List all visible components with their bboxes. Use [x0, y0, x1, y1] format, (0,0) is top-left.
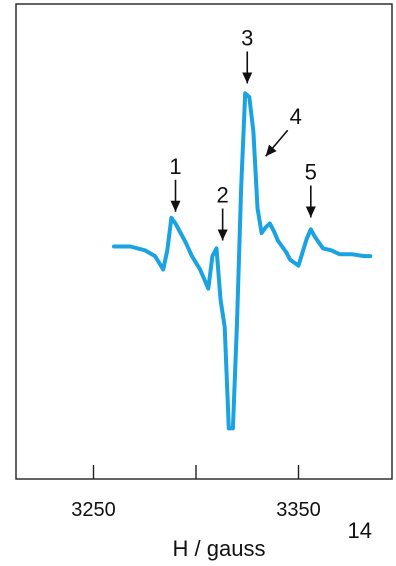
- peak-annotation: 1: [169, 154, 182, 212]
- peak-annotation: 5: [305, 160, 317, 218]
- peak-annotation: 3: [241, 25, 253, 84]
- peak-label: 2: [217, 183, 229, 208]
- annotation-arrow-head: [170, 200, 181, 212]
- annotation-arrow-head: [217, 229, 228, 241]
- peak-annotations: 1 2 3 4 5: [169, 25, 317, 241]
- x-tick-label: 3250: [71, 499, 116, 521]
- peak-label: 5: [305, 160, 317, 185]
- x-ticks: [92, 465, 300, 479]
- plot-frame: [15, 3, 393, 480]
- x-axis-title: H / gauss: [173, 536, 266, 561]
- x-tick-label: 3350: [276, 499, 321, 521]
- peak-label: 1: [169, 154, 181, 179]
- peak-label: 4: [290, 104, 302, 129]
- annotation-arrow-head: [305, 206, 316, 218]
- peak-annotation: 4: [265, 104, 302, 157]
- x-tick-labels: 3250 3350: [71, 499, 321, 521]
- annotation-arrow-head: [265, 144, 277, 157]
- slide-number: 14: [347, 518, 372, 543]
- peak-label: 3: [241, 25, 253, 50]
- peak-annotation: 2: [217, 183, 229, 241]
- spectrum-line: [112, 91, 373, 431]
- annotation-arrow-head: [242, 72, 253, 84]
